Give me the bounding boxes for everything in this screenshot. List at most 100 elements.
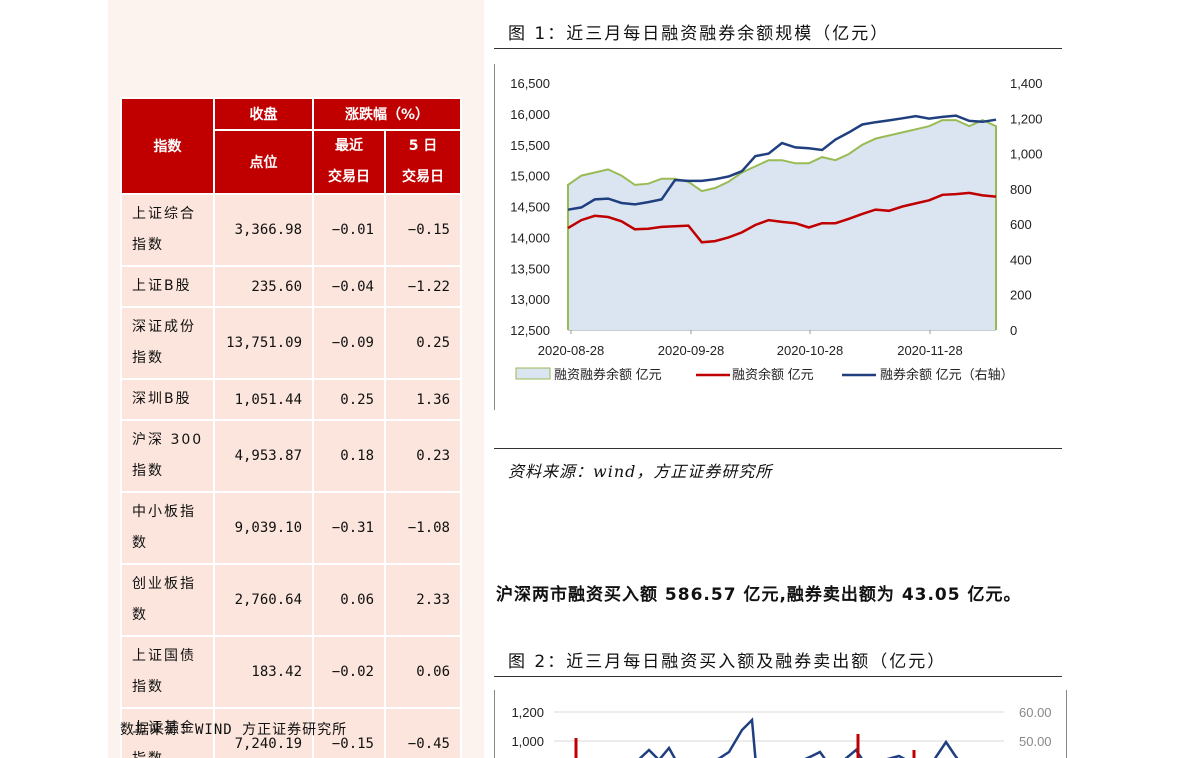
table-row: 上证B股 235.60 −0.04 −1.22: [120, 265, 462, 308]
y-right-tick-label: 0: [1010, 323, 1017, 338]
row-five: 1.36: [384, 378, 462, 421]
series-financing-line: [567, 191, 997, 244]
legend-label-lending: 融券余额 亿元（右轴）: [880, 367, 1014, 382]
y-left-tick-label: 16,000: [510, 107, 550, 122]
row-name: 上证B股: [120, 265, 215, 308]
header-five-line2: 交易日: [402, 169, 444, 185]
row-five: 2.33: [384, 563, 462, 637]
row-five: −1.08: [384, 491, 462, 565]
figure2-chart: 1,200 1,000 60.00 50.00: [511, 705, 1052, 758]
x-tick-label: 2020-10-28: [777, 343, 844, 358]
row-name: 中小板指数: [120, 491, 215, 565]
row-close: 7,240.19: [213, 707, 314, 758]
y-left-tick-label: 16,500: [510, 76, 550, 91]
figure1-top-rule: [494, 48, 1062, 49]
row-name: 上证综合指数: [120, 193, 215, 267]
y-right-tick-label: 600: [1010, 217, 1032, 232]
header-index: 指数: [120, 97, 215, 195]
legend-label-financing: 融资余额 亿元: [732, 367, 814, 382]
fig2-y-right-tick-label: 50.00: [1019, 734, 1052, 749]
row-close: 4,953.87: [213, 419, 314, 493]
summary-text: 沪深两市融资买入额 586.57 亿元,融券卖出额为 43.05 亿元。: [496, 585, 1022, 605]
legend-label-total: 融资融券余额 亿元: [554, 367, 662, 382]
row-five: −1.22: [384, 265, 462, 308]
row-close: 3,366.98: [213, 193, 314, 267]
header-latest-line2: 交易日: [328, 169, 370, 185]
table-row: 上证国债指数 183.42 −0.02 0.06: [120, 635, 462, 709]
row-name: 上证基金指数: [120, 707, 215, 758]
y-right-tick-label: 400: [1010, 252, 1032, 267]
row-latest: −0.04: [312, 265, 386, 308]
fig2-y-left-tick-label: 1,000: [511, 734, 544, 749]
y-left-tick-label: 14,500: [510, 200, 550, 215]
y-right-tick-label: 200: [1010, 288, 1032, 303]
y-right-tick-label: 1,400: [1010, 76, 1043, 91]
row-close: 235.60: [213, 265, 314, 308]
series-total-line: [567, 119, 997, 330]
fig2-y-right-tick-label: 60.00: [1019, 705, 1052, 720]
row-latest: 0.25: [312, 378, 386, 421]
row-five: 0.06: [384, 635, 462, 709]
table-row: 深证成份指数 13,751.09 −0.09 0.25: [120, 306, 462, 380]
index-table-body: 上证综合指数 3,366.98 −0.01 −0.15 上证B股 235.60 −0.04−…: [120, 193, 462, 758]
row-latest: −0.01: [312, 193, 386, 267]
y-left-tick-label: 14,000: [510, 230, 550, 245]
header-latest-line1: 最近: [335, 138, 363, 154]
table-row: 上证综合指数 3,366.98 −0.01 −0.15: [120, 193, 462, 267]
figure1-left-border: [494, 64, 495, 410]
row-name: 上证国债指数: [120, 635, 215, 709]
figure1-chart: 16,500 16,000 15,500 15,000 14,500 14,000 13,5…: [510, 76, 1043, 382]
legend-swatch-total: [515, 367, 551, 380]
row-five: 0.23: [384, 419, 462, 493]
table-row: 中小板指数 9,039.10 −0.31 −1.08: [120, 491, 462, 565]
y-left-tick-label: 13,500: [510, 261, 550, 276]
y-left-tick-label: 15,000: [510, 169, 550, 184]
header-five-line1: 5 日: [408, 138, 438, 154]
y-right-tick-label: 1,000: [1010, 147, 1043, 162]
figure2-left-border: [494, 690, 495, 758]
figure1-source: 资料来源：wind，方正证券研究所: [508, 462, 773, 481]
y-left-tick-label: 12,500: [510, 323, 550, 338]
figure2-title: 图 2：近三月每日融资买入额及融券卖出额（亿元）: [508, 652, 947, 672]
row-latest: −0.02: [312, 635, 386, 709]
row-five: −0.45: [384, 707, 462, 758]
row-name: 沪深 300 指数: [120, 419, 215, 493]
row-close: 9,039.10: [213, 491, 314, 565]
figure2-right-border: [1066, 690, 1067, 758]
figure1-bottom-rule: [494, 448, 1062, 449]
row-latest: 0.18: [312, 419, 386, 493]
x-tick-label: 2020-11-28: [897, 343, 963, 358]
row-five: −0.15: [384, 193, 462, 267]
row-latest: −0.09: [312, 306, 386, 380]
header-five: 5 日 交易日: [384, 129, 462, 195]
fig2-y-left-tick-label: 1,200: [511, 705, 544, 720]
table-row: 深圳B股 1,051.44 0.25 1.36: [120, 378, 462, 421]
x-tick-label: 2020-09-28: [658, 343, 725, 358]
table-row: 上证基金指数7,240.19−0.15−0.45: [120, 707, 462, 758]
header-change: 涨跌幅（%）: [312, 97, 462, 131]
row-name: 深证成份指数: [120, 306, 215, 380]
row-close: 13,751.09: [213, 306, 314, 380]
index-table: 指数 收盘 涨跌幅（%） 点位 最近 交易日 5 日 交易日 上证综合指数 3,3…: [120, 97, 462, 758]
row-close: 2,760.64: [213, 563, 314, 637]
row-latest: −0.31: [312, 491, 386, 565]
y-right-tick-label: 1,200: [1010, 111, 1043, 126]
row-name: 创业板指数: [120, 563, 215, 637]
figure2-top-rule: [494, 676, 1062, 677]
row-close: 183.42: [213, 635, 314, 709]
y-left-tick-label: 13,000: [510, 292, 550, 307]
header-point: 点位: [213, 129, 314, 195]
figure1-title: 图 1：近三月每日融资融券余额规模（亿元）: [508, 24, 890, 44]
series-lending-line: [567, 114, 997, 211]
row-latest: 0.06: [312, 563, 386, 637]
row-latest: −0.15: [312, 707, 386, 758]
header-close: 收盘: [213, 97, 314, 131]
row-name: 深圳B股: [120, 378, 215, 421]
row-five: 0.25: [384, 306, 462, 380]
y-right-tick-label: 800: [1010, 182, 1032, 197]
table-source: 数据来源：WIND 方正证券研究所: [120, 722, 348, 738]
y-left-tick-label: 15,500: [510, 138, 550, 153]
header-latest: 最近 交易日: [312, 129, 386, 195]
table-row: 创业板指数 2,760.64 0.06 2.33: [120, 563, 462, 637]
fig2-series-buy-line: [638, 717, 959, 758]
